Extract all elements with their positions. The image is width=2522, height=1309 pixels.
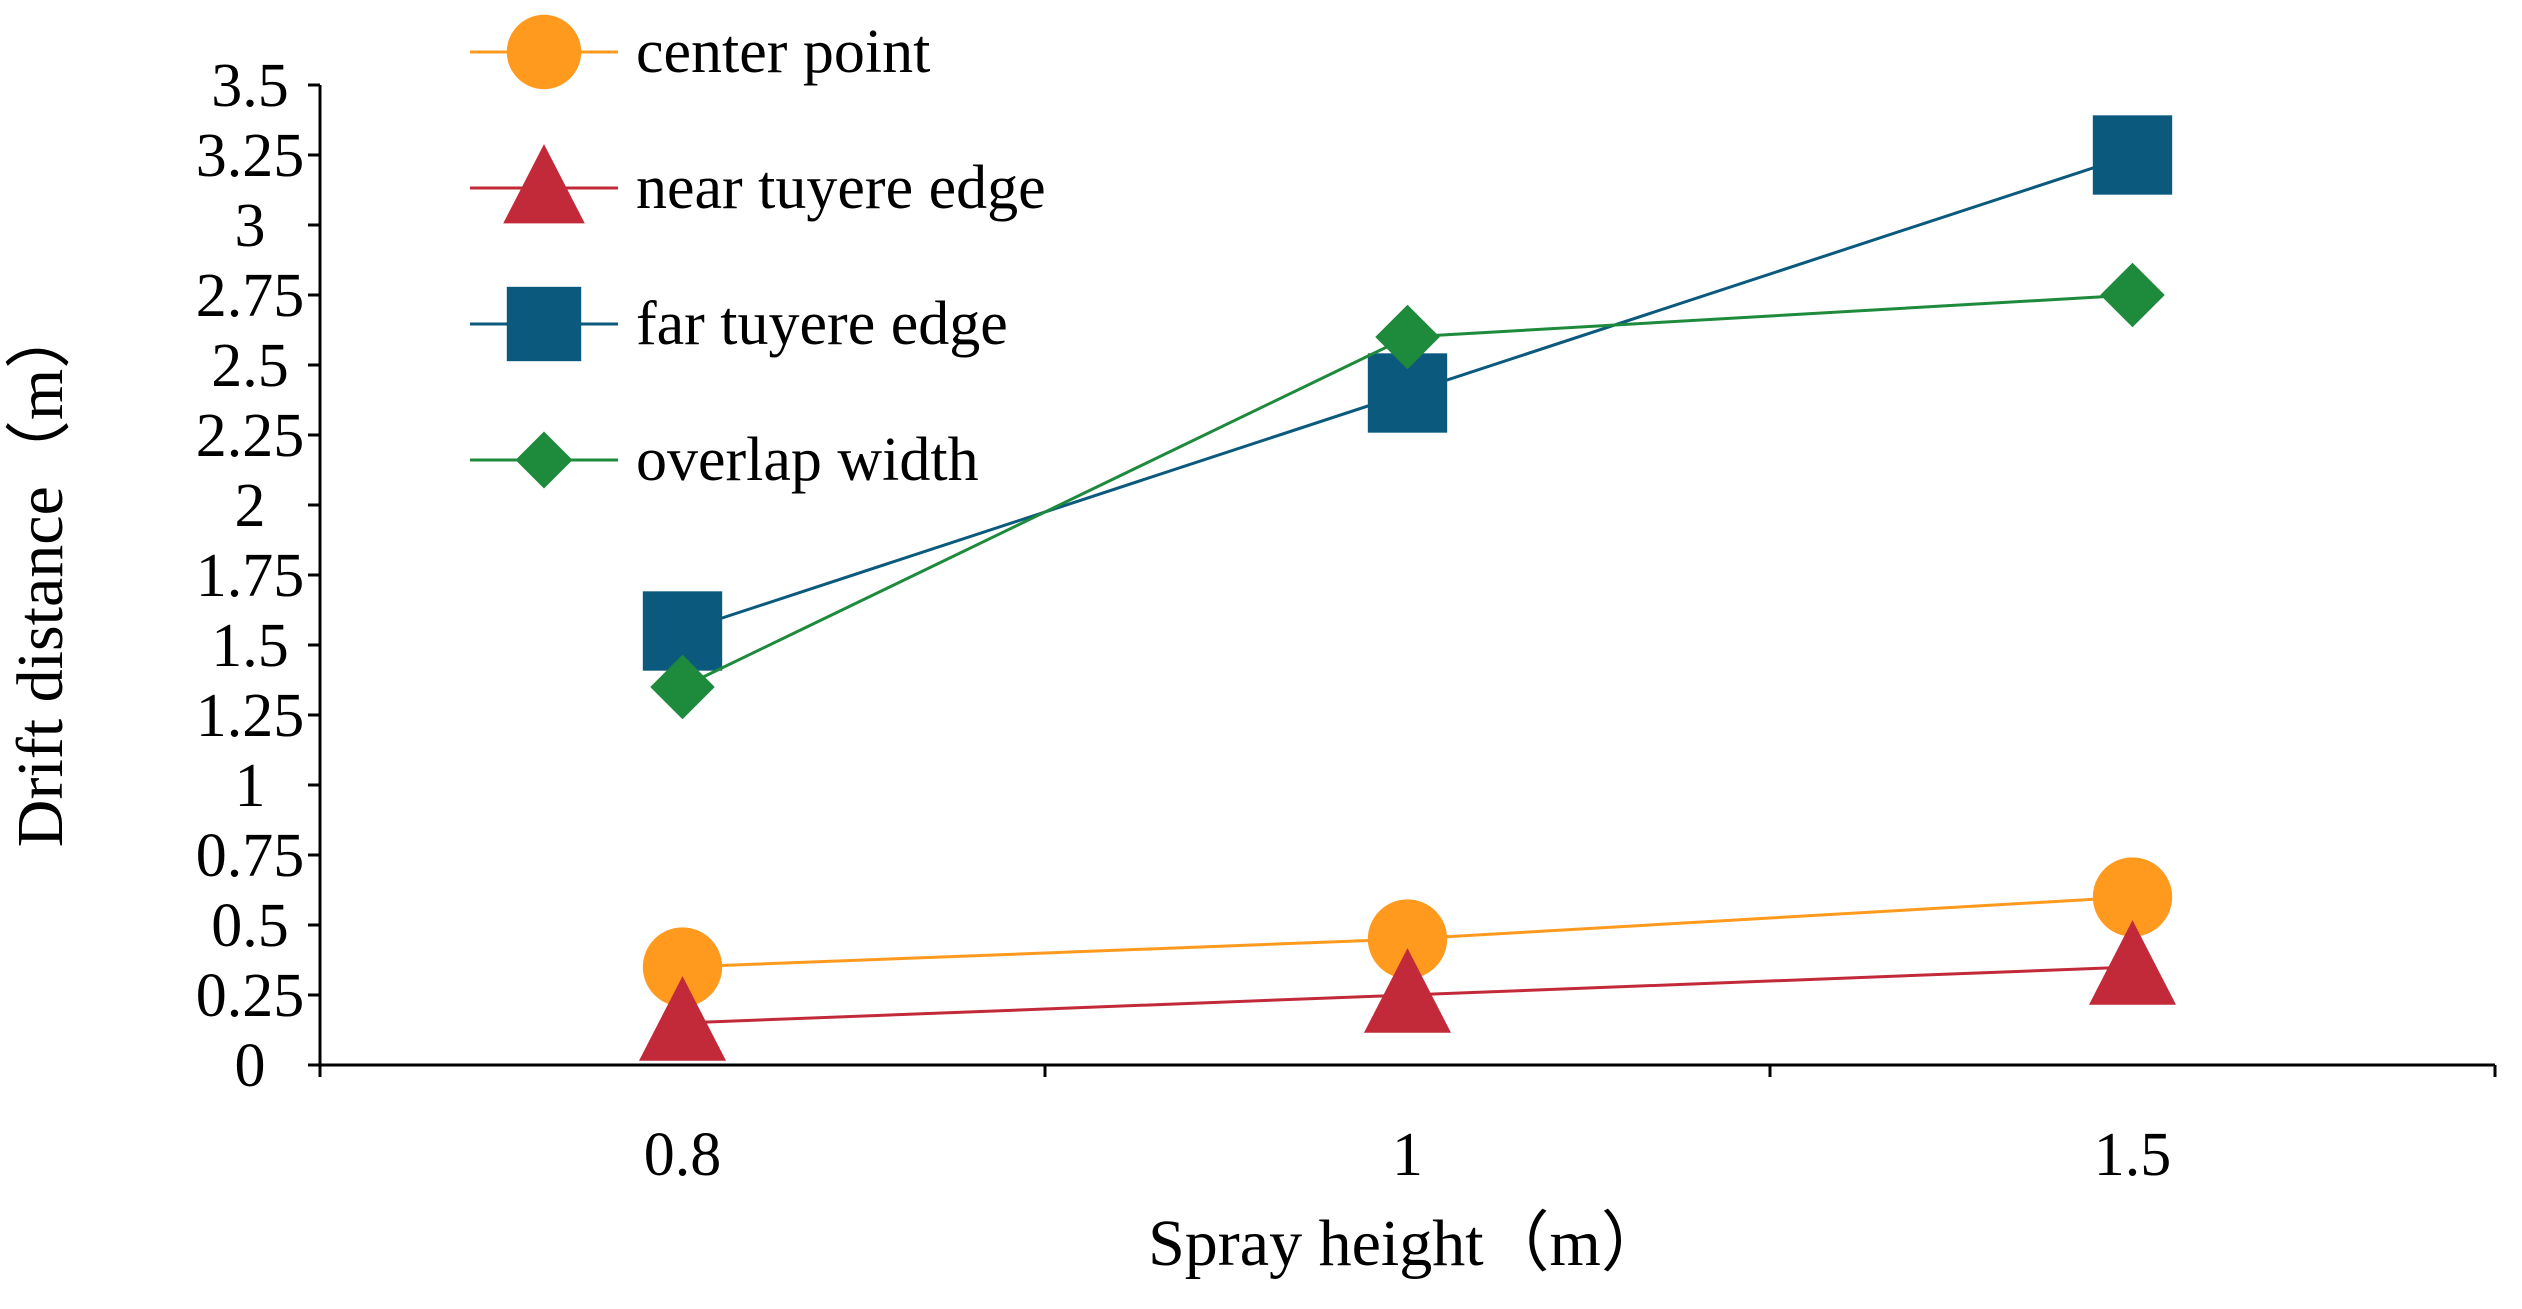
y-tick-label: 1 [235,752,266,820]
legend-label: far tuyere edge [636,290,1008,358]
legend-label: near tuyere edge [636,154,1046,222]
x-tick-label: 1.5 [2094,1121,2172,1189]
axes: 00.250.50.7511.251.51.7522.252.52.7533.2… [196,52,2497,1189]
legend-item-near-tuyere-edge: near tuyere edge [470,144,1046,224]
data-point-center-point [642,927,723,1007]
x-axis-ticks: 0.8 1 1.5 [318,1065,2497,1189]
series-near-tuyere-edge [638,920,2177,1061]
y-axis-ticks: 00.250.50.7511.251.51.7522.252.52.7533.2… [196,52,320,1100]
y-tick-label: 0.25 [196,962,305,1030]
y-tick-label: 1.5 [211,612,289,680]
y-tick-label: 1.75 [196,542,305,610]
legend-item-center-point: center point [470,14,930,90]
x-axis-title: Spray height（m） [1148,1207,1667,1280]
legend-marker [503,144,585,224]
series-overlap-width [650,262,2165,720]
legend-marker [515,431,573,489]
y-tick-label: 2.75 [196,262,305,330]
legend-marker [506,286,582,362]
y-tick-label: 0.75 [196,822,305,890]
series-far-tuyere-edge [642,115,2173,671]
series-center-point [642,857,2173,1007]
y-tick-label: 2 [235,472,266,540]
y-tick-label: 0.5 [211,892,289,960]
legend-label: overlap width [636,426,979,494]
y-tick-label: 3 [235,192,266,260]
x-tick-label: 1 [1392,1121,1423,1189]
legend-label: center point [636,18,930,86]
data-point-far-tuyere-edge [2092,115,2173,195]
data-point-overlap-width [650,654,715,720]
data-point-near-tuyere-edge [1363,948,1452,1033]
series-layer [638,115,2177,1061]
y-axis-title: Drift distance（m） [4,303,77,847]
y-tick-label: 2.25 [196,402,305,470]
y-tick-label: 3.5 [211,52,289,120]
data-point-center-point [2092,857,2173,937]
data-point-near-tuyere-edge [638,976,727,1061]
y-tick-label: 1.25 [196,682,305,750]
legend-item-far-tuyere-edge: far tuyere edge [470,286,1008,362]
data-point-overlap-width [1375,304,1440,370]
legend: center point near tuyere edge far tuyere e… [470,14,1046,494]
data-point-near-tuyere-edge [2088,920,2177,1005]
legend-marker [506,14,582,90]
data-point-overlap-width [2100,262,2165,328]
y-tick-label: 0 [235,1032,266,1100]
x-tick-label: 0.8 [644,1121,722,1189]
data-point-center-point [1367,899,1448,979]
y-tick-label: 3.25 [196,122,305,190]
y-tick-label: 2.5 [211,332,289,400]
legend-item-overlap-width: overlap width [470,426,979,494]
